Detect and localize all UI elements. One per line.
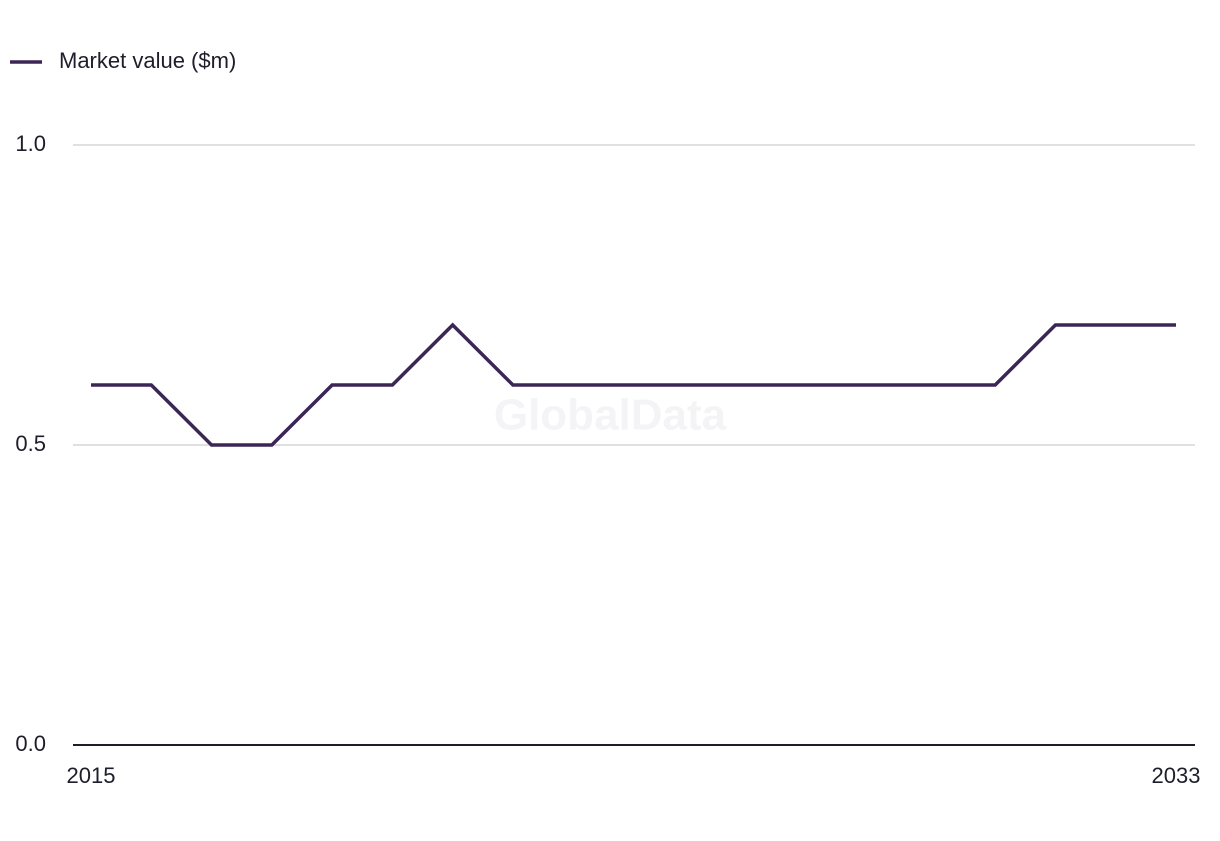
y-tick-label: 0.0 [15,731,46,756]
x-tick-label: 2033 [1152,763,1201,788]
legend-label: Market value ($m) [59,48,236,73]
data-line [91,322,1176,447]
x-tick-label: 2015 [67,763,116,788]
y-tick-label: 1.0 [15,131,46,156]
y-tick-label: 0.5 [15,431,46,456]
watermark: GlobalData [494,391,727,440]
